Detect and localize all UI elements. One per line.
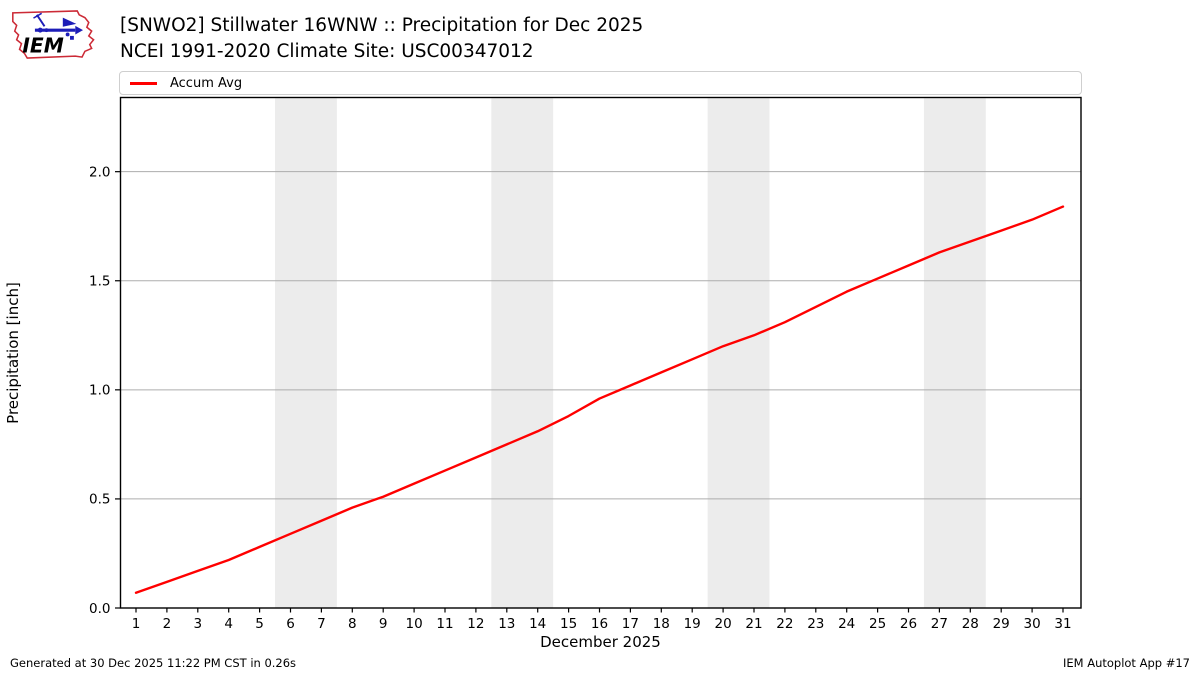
x-tick-label: 15 bbox=[560, 616, 577, 632]
y-tick-label: 1.5 bbox=[89, 274, 110, 290]
x-tick-label: 23 bbox=[807, 616, 824, 632]
chart-title-line1: [SNWO2] Stillwater 16WNW :: Precipitatio… bbox=[120, 15, 644, 36]
x-tick-label: 11 bbox=[436, 616, 453, 632]
x-tick-label: 18 bbox=[653, 616, 670, 632]
x-tick-label: 20 bbox=[715, 616, 732, 632]
x-tick-label: 9 bbox=[379, 616, 388, 632]
x-tick-label: 17 bbox=[622, 616, 639, 632]
x-tick-label: 25 bbox=[869, 616, 886, 632]
x-tick-label: 22 bbox=[776, 616, 793, 632]
x-tick-label: 21 bbox=[745, 616, 762, 632]
chart-title-line2: NCEI 1991-2020 Climate Site: USC00347012 bbox=[120, 41, 534, 62]
y-tick-label: 2.0 bbox=[89, 164, 110, 180]
x-tick-label: 24 bbox=[838, 616, 855, 632]
x-axis-label: December 2025 bbox=[540, 633, 661, 651]
x-tick-label: 1 bbox=[132, 616, 141, 632]
generated-timestamp: Generated at 30 Dec 2025 11:22 PM CST in… bbox=[10, 656, 297, 670]
chart-title-block: [SNWO2] Stillwater 16WNW :: Precipitatio… bbox=[120, 13, 643, 65]
x-tick-label: 16 bbox=[591, 616, 608, 632]
x-tick-label: 6 bbox=[286, 616, 295, 632]
iowa-map-logo-icon: IEM bbox=[12, 10, 95, 59]
x-tick-label: 26 bbox=[900, 616, 917, 632]
plot-border bbox=[119, 96, 1082, 609]
weekend-band bbox=[707, 98, 770, 608]
legend-line-swatch bbox=[130, 81, 157, 85]
y-axis-label: Precipitation [inch] bbox=[4, 282, 22, 424]
legend-label: Accum Avg bbox=[170, 75, 243, 91]
y-tick-label: 1.0 bbox=[89, 383, 110, 399]
weekend-band bbox=[275, 98, 337, 608]
y-tick-label: 0.5 bbox=[89, 492, 110, 508]
x-tick-label: 10 bbox=[406, 616, 423, 632]
x-tick-label: 7 bbox=[317, 616, 326, 632]
weekend-band bbox=[923, 98, 986, 608]
x-tick-label: 27 bbox=[931, 616, 948, 632]
x-tick-label: 2 bbox=[163, 616, 172, 632]
y-tick-label: 0.0 bbox=[89, 601, 110, 617]
weather-vane-icon bbox=[33, 12, 83, 40]
x-tick-label: 4 bbox=[224, 616, 233, 632]
logo-text: IEM bbox=[22, 33, 63, 57]
app-credit: IEM Autoplot App #17 bbox=[1062, 656, 1190, 670]
x-tick-label: 29 bbox=[993, 616, 1010, 632]
iowa-outline bbox=[12, 10, 95, 59]
x-tick-label: 31 bbox=[1054, 616, 1071, 632]
iem-logo: IEM bbox=[8, 6, 108, 66]
x-tick-label: 28 bbox=[962, 616, 979, 632]
x-tick-label: 13 bbox=[498, 616, 515, 632]
accum-avg-line bbox=[134, 205, 1065, 594]
x-tick-label: 8 bbox=[348, 616, 357, 632]
legend: Accum Avg bbox=[119, 71, 1082, 95]
x-tick-label: 30 bbox=[1024, 616, 1041, 632]
x-tick-label: 14 bbox=[529, 616, 546, 632]
weekend-band bbox=[491, 98, 554, 608]
x-tick-label: 19 bbox=[684, 616, 701, 632]
x-tick-label: 3 bbox=[194, 616, 203, 632]
x-tick-label: 12 bbox=[467, 616, 484, 632]
x-tick-label: 5 bbox=[255, 616, 264, 632]
